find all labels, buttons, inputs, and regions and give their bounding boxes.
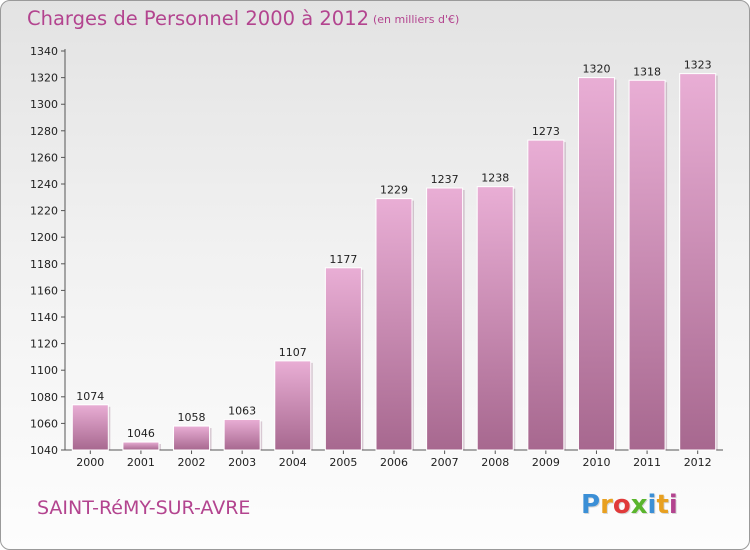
bar-2000 (71, 404, 109, 451)
chart-subtitle: (en milliers d'€) (373, 13, 460, 26)
y-tick-label: 1160 (30, 284, 58, 297)
x-tick-label: 2006 (380, 456, 408, 469)
x-tick-label: 2003 (228, 456, 256, 469)
logo-letter: o (612, 490, 631, 520)
x-tick-label: 2010 (582, 456, 610, 469)
y-tick-label: 1180 (30, 258, 58, 271)
data-label-2010: 1320 (582, 63, 610, 76)
x-tick-label: 2004 (279, 456, 307, 469)
bar-2003 (223, 418, 261, 451)
data-label-2006: 1229 (380, 184, 408, 197)
x-tick-label: 2011 (633, 456, 661, 469)
bar-2011 (628, 79, 666, 451)
bar-2008 (476, 186, 514, 451)
y-tick-label: 1280 (30, 125, 58, 138)
y-tick-label: 1220 (30, 205, 58, 218)
data-label-2011: 1318 (633, 65, 661, 78)
y-tick-label: 1320 (30, 72, 58, 85)
data-label-2000: 1074 (76, 390, 104, 403)
bar-2012 (679, 73, 717, 451)
data-label-2005: 1177 (329, 253, 357, 266)
bar-2010 (577, 77, 615, 451)
data-label-2008: 1238 (481, 172, 509, 185)
logo-letter: r (600, 490, 613, 520)
bar-2002 (173, 425, 211, 451)
y-tick-label: 1340 (30, 45, 58, 58)
x-tick-label: 2012 (684, 456, 712, 469)
chart-title: Charges de Personnel 2000 à 2012 (27, 7, 370, 30)
bar-2009 (527, 139, 565, 451)
logo-letter: P (581, 490, 601, 520)
logo-letter: i (647, 490, 657, 520)
x-tick-label: 2008 (481, 456, 509, 469)
data-label-2007: 1237 (431, 173, 459, 186)
logo-letter: x (630, 490, 648, 520)
y-tick-label: 1240 (30, 178, 58, 191)
bars (71, 73, 718, 451)
data-labels: 1074 1046 1058 1063 1107 1177 1229 1237 1238 1273… (76, 59, 711, 440)
y-tick-label: 1040 (30, 444, 58, 457)
x-tick-label: 2001 (127, 456, 155, 469)
bar-2006 (375, 198, 413, 451)
data-label-2012: 1323 (684, 59, 712, 72)
proxiti-logo: Proxiti (581, 490, 678, 520)
x-tick-label: 2000 (76, 456, 104, 469)
x-tick-label: 2007 (431, 456, 459, 469)
bar-2001 (122, 441, 160, 451)
y-tick-label: 1140 (30, 311, 58, 324)
y-tick-label: 1300 (30, 98, 58, 111)
bar-2007 (426, 187, 464, 451)
data-label-2002: 1058 (178, 411, 206, 424)
logo-letter: i (668, 490, 678, 520)
bar-2005 (324, 267, 362, 451)
y-tick-label: 1120 (30, 338, 58, 351)
bar-2004 (274, 360, 312, 451)
y-tick-label: 1200 (30, 231, 58, 244)
data-label-2001: 1046 (127, 427, 155, 440)
x-tick-label: 2005 (329, 456, 357, 469)
y-tick-label: 1060 (30, 417, 58, 430)
x-tick-label: 2002 (178, 456, 206, 469)
y-tick-label: 1100 (30, 364, 58, 377)
logo-letter: t (656, 490, 669, 520)
x-tick-label: 2009 (532, 456, 560, 469)
data-label-2003: 1063 (228, 404, 256, 417)
commune-name: SAINT-RéMY-SUR-AVRE (37, 497, 251, 519)
y-tick-label: 1080 (30, 391, 58, 404)
y-tick-label: 1260 (30, 151, 58, 164)
data-label-2009: 1273 (532, 125, 560, 138)
data-label-2004: 1107 (279, 346, 307, 359)
